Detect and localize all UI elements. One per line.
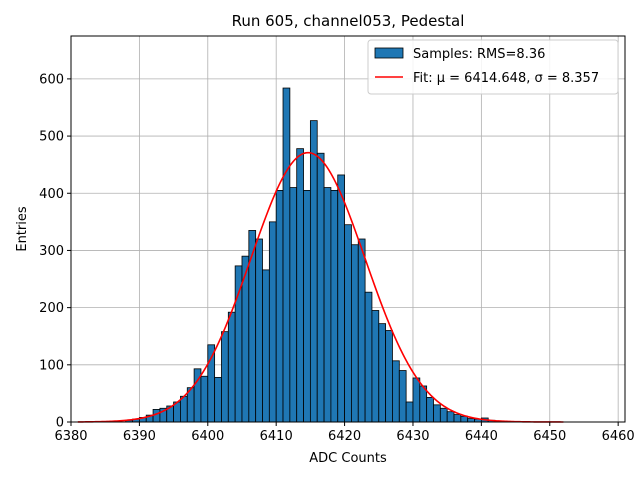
histogram-bar — [364, 291, 373, 423]
histogram-bars — [125, 87, 510, 423]
histogram-bar — [275, 189, 284, 423]
histogram-bar — [234, 265, 243, 423]
x-tick-label: 6420 — [328, 429, 361, 444]
y-axis-ticks: 0 100 200 300 400 500 600 — [39, 72, 71, 431]
histogram-bar — [255, 238, 263, 423]
histogram-bar — [227, 311, 236, 423]
histogram-bar — [433, 404, 441, 423]
histogram-bar — [398, 370, 407, 423]
x-tick-label: 6460 — [602, 429, 635, 444]
legend: Samples: RMS=8.36 Fit: μ = 6414.648, σ =… — [367, 39, 619, 95]
histogram-bar — [289, 187, 298, 423]
histogram-bar — [337, 174, 345, 423]
histogram-bar — [262, 269, 270, 423]
histogram-bar — [323, 187, 332, 423]
y-tick-label: 600 — [39, 72, 64, 87]
histogram-bar — [303, 189, 311, 423]
histogram-bar — [221, 331, 229, 423]
legend-box — [367, 39, 619, 95]
histogram-bar — [296, 148, 304, 423]
histogram-bar — [330, 189, 339, 423]
legend-label-samples: Samples: RMS=8.36 — [413, 47, 545, 62]
histogram-bar — [385, 330, 393, 423]
plot-frame — [70, 35, 626, 423]
x-tick-label: 6380 — [54, 429, 87, 444]
chart-title: Run 605, channel053, Pedestal — [232, 12, 465, 30]
histogram-bar — [316, 152, 325, 423]
histogram-bar — [180, 395, 188, 423]
histogram-bar — [351, 244, 359, 423]
histogram-bar — [371, 310, 380, 423]
x-tick-label: 6400 — [191, 429, 224, 444]
histogram-bar — [453, 414, 462, 423]
y-tick-label: 300 — [39, 244, 64, 259]
histogram-bar — [214, 376, 222, 423]
histogram-bar — [357, 238, 366, 423]
x-axis-label: ADC Counts — [309, 451, 387, 466]
histogram-bar — [268, 221, 277, 423]
y-tick-label: 400 — [39, 187, 64, 202]
y-tick-label: 500 — [39, 130, 64, 145]
legend-bar-swatch — [374, 47, 404, 59]
histogram-bar — [439, 407, 448, 423]
y-tick-label: 100 — [39, 358, 64, 373]
histogram-bar — [467, 418, 475, 423]
x-axis-ticks: 6380 6390 6400 6410 6420 6430 6440 6450 6460 — [54, 422, 635, 444]
x-tick-label: 6390 — [123, 429, 156, 444]
y-axis-label: Entries — [15, 206, 30, 252]
x-tick-label: 6410 — [260, 429, 293, 444]
histogram-bar — [200, 375, 209, 423]
x-tick-label: 6430 — [396, 429, 429, 444]
histogram-bar — [392, 360, 400, 423]
histogram-bar — [378, 323, 387, 423]
histogram-bar — [446, 411, 455, 423]
histogram-bar — [309, 120, 318, 423]
x-tick-label: 6450 — [533, 429, 566, 444]
histogram-bar — [412, 377, 421, 423]
histogram-bar — [282, 87, 291, 423]
histogram-bar — [419, 385, 428, 423]
histogram-bar — [405, 401, 414, 423]
y-tick-label: 0 — [56, 416, 64, 431]
y-tick-label: 200 — [39, 301, 64, 316]
histogram-bar — [426, 397, 434, 423]
fit-curve — [77, 151, 564, 423]
legend-label-fit: Fit: μ = 6414.648, σ = 8.357 — [413, 71, 599, 86]
histogram-bar — [460, 415, 469, 423]
histogram-bar — [152, 409, 161, 423]
histogram-bar — [344, 224, 352, 423]
x-tick-label: 6440 — [465, 429, 498, 444]
